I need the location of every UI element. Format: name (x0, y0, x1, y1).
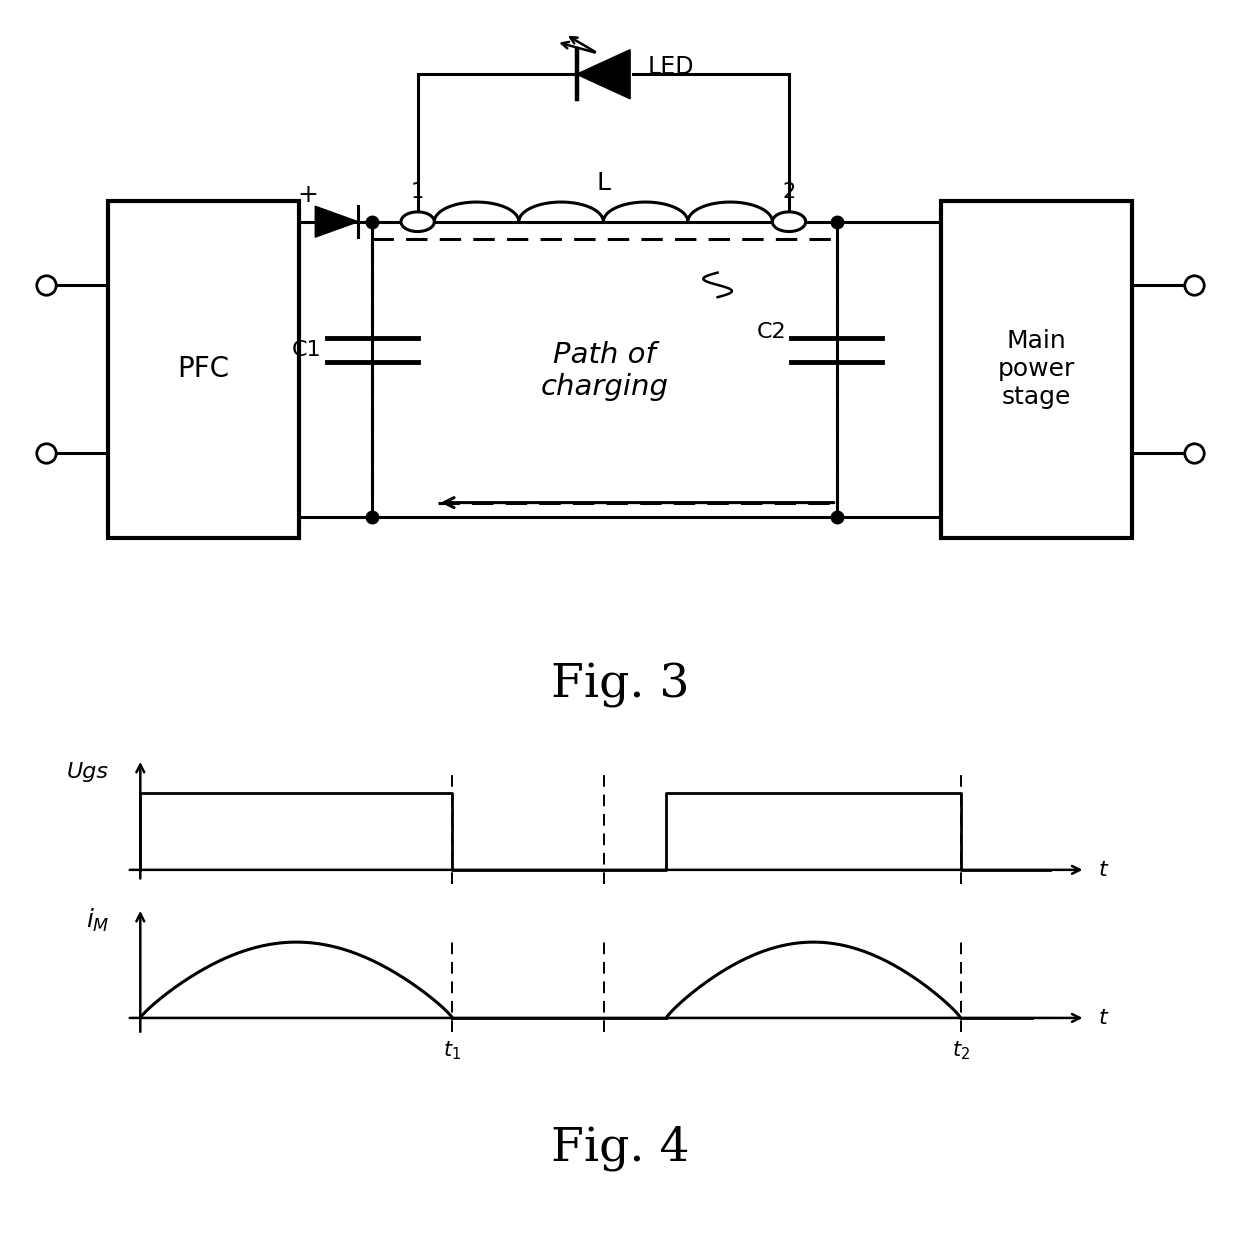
Text: $i_M$: $i_M$ (86, 908, 109, 934)
Polygon shape (315, 206, 358, 237)
Text: Fig. 3: Fig. 3 (551, 662, 689, 707)
Text: t: t (1099, 860, 1107, 880)
Circle shape (401, 212, 434, 232)
Text: 2: 2 (782, 182, 796, 202)
Text: +: + (298, 183, 319, 207)
Text: $t_2$: $t_2$ (951, 1040, 970, 1062)
Text: L: L (596, 171, 610, 196)
Text: Path of
charging: Path of charging (541, 341, 668, 401)
Text: t: t (1099, 1008, 1107, 1028)
Text: Fig. 4: Fig. 4 (551, 1126, 689, 1171)
Text: LED: LED (649, 55, 694, 79)
Bar (941, 201, 1132, 538)
Text: C1: C1 (293, 340, 321, 360)
Text: C2: C2 (756, 322, 786, 342)
Text: PFC: PFC (177, 355, 229, 384)
Text: 1: 1 (410, 182, 424, 202)
Circle shape (773, 212, 806, 232)
Text: $t_1$: $t_1$ (444, 1040, 461, 1062)
Bar (108, 201, 299, 538)
Text: Main
power
stage: Main power stage (998, 330, 1075, 409)
Text: Ugs: Ugs (67, 762, 109, 782)
Polygon shape (577, 50, 630, 99)
